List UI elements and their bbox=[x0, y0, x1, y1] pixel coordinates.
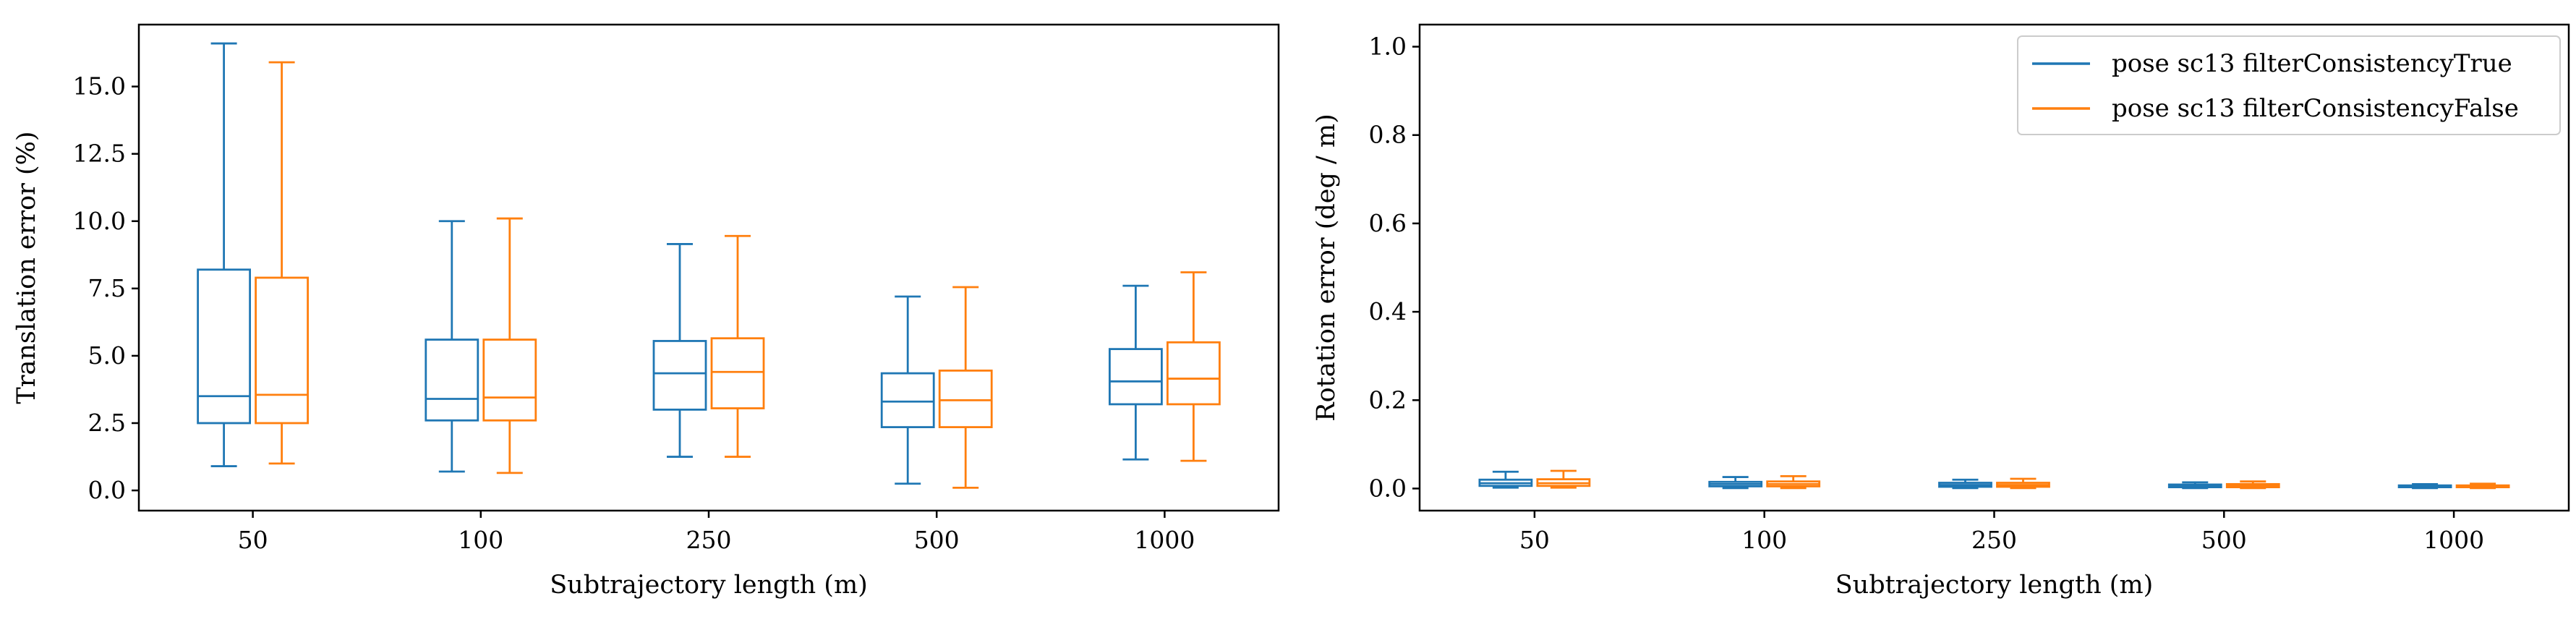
box bbox=[482, 338, 537, 422]
box bbox=[255, 276, 310, 425]
y-tick-label: 0.6 bbox=[1369, 209, 1407, 237]
box bbox=[197, 268, 252, 425]
box bbox=[1109, 348, 1163, 406]
x-tick-label: 100 bbox=[1741, 526, 1787, 554]
x-axis-label: Subtrajectory length (m) bbox=[550, 571, 868, 600]
x-axis-label: Subtrajectory length (m) bbox=[1835, 571, 2154, 600]
box bbox=[1167, 341, 1221, 406]
y-tick-label: 2.5 bbox=[88, 409, 126, 437]
y-axis-label: Translation error (%) bbox=[12, 131, 41, 404]
y-tick-label: 0.4 bbox=[1369, 297, 1407, 325]
box bbox=[652, 340, 707, 411]
x-tick-label: 50 bbox=[238, 526, 268, 554]
y-tick-label: 5.0 bbox=[88, 341, 126, 370]
y-tick-label: 10.0 bbox=[73, 207, 126, 235]
box bbox=[710, 337, 765, 409]
x-tick-label: 250 bbox=[686, 526, 732, 554]
legend-label: pose sc13 filterConsistencyTrue bbox=[2112, 49, 2512, 78]
rotation-error-panel: 0.0 0.2 0.4 0.6 0.8 1.0 50 100 250 500 1000 Subtraj… bbox=[1312, 23, 2570, 600]
box bbox=[880, 372, 935, 428]
box bbox=[938, 370, 993, 428]
x-tick-label: 250 bbox=[1971, 526, 2017, 554]
y-axis-label: Rotation error (deg / m) bbox=[1312, 114, 1341, 422]
x-tick-label: 500 bbox=[914, 526, 960, 554]
x-tick-label: 50 bbox=[1519, 526, 1550, 554]
y-tick-label: 15.0 bbox=[73, 72, 126, 101]
y-tick-label: 0.2 bbox=[1369, 385, 1407, 414]
legend-frame bbox=[2017, 35, 2561, 135]
legend-label: pose sc13 filterConsistencyFalse bbox=[2112, 94, 2519, 123]
y-tick-label: 0.8 bbox=[1369, 121, 1407, 149]
x-tick-label: 1000 bbox=[2423, 526, 2484, 554]
translation-error-panel: 0.0 2.5 5.0 7.5 10.0 12.5 15.0 50 100 250 500 1000 S… bbox=[12, 23, 1280, 600]
box bbox=[425, 338, 479, 422]
y-tick-label: 0.0 bbox=[1369, 474, 1407, 502]
y-tick-label: 12.5 bbox=[73, 140, 126, 168]
axes-frame bbox=[137, 23, 1280, 512]
y-tick-label: 1.0 bbox=[1369, 33, 1407, 61]
x-tick-label: 100 bbox=[458, 526, 503, 554]
y-tick-label: 7.5 bbox=[88, 274, 126, 302]
y-tick-label: 0.0 bbox=[88, 476, 126, 504]
x-tick-label: 500 bbox=[2201, 526, 2247, 554]
x-tick-label: 1000 bbox=[1134, 526, 1195, 554]
